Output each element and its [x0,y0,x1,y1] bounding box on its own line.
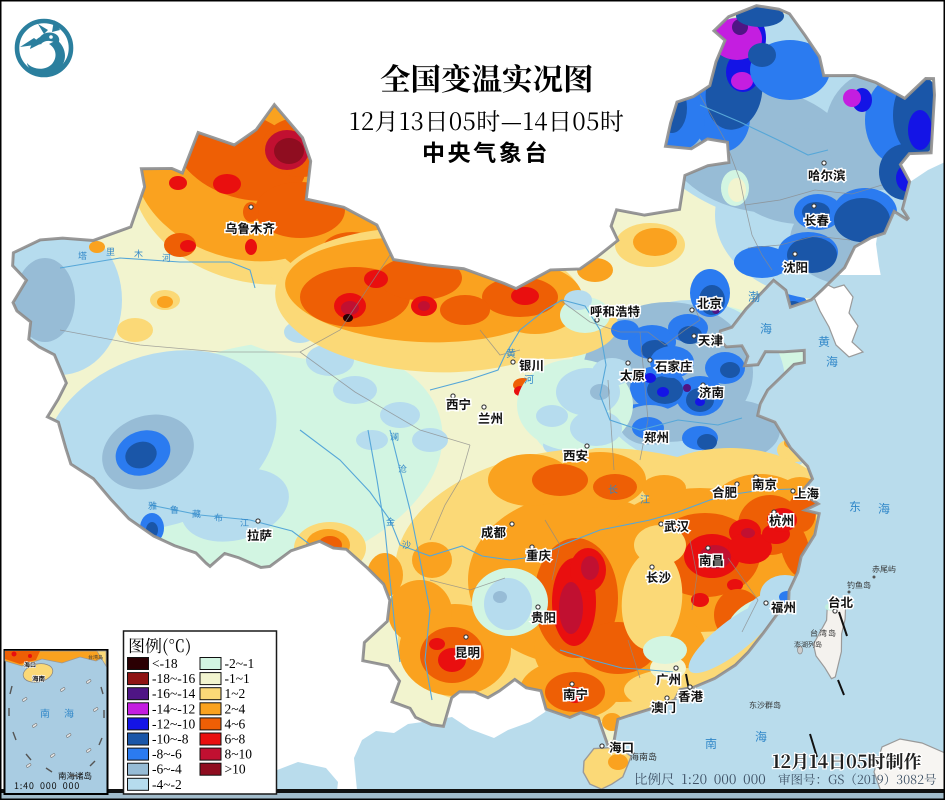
svg-text:-14~-12: -14~-12 [152,701,195,716]
svg-text:-18~-16: -18~-16 [152,671,196,686]
svg-text:-8~-6: -8~-6 [152,747,182,762]
svg-text:-12~-10: -12~-10 [152,716,196,731]
svg-text:-1~1: -1~1 [225,671,250,686]
svg-text:2~4: 2~4 [225,701,246,716]
svg-text:8~10: 8~10 [225,747,253,762]
svg-text:1~2: 1~2 [225,686,246,701]
svg-text:4~6: 4~6 [225,716,246,731]
svg-text:-10~-8: -10~-8 [152,732,189,747]
svg-text:-2~-1: -2~-1 [225,656,255,671]
svg-text:-6~-4: -6~-4 [152,762,182,777]
svg-text:-16~-14: -16~-14 [152,686,196,701]
svg-text:6~8: 6~8 [225,732,246,747]
svg-text:<-18: <-18 [152,656,178,671]
svg-text:>10: >10 [225,762,246,777]
svg-text:-4~-2: -4~-2 [152,777,182,792]
